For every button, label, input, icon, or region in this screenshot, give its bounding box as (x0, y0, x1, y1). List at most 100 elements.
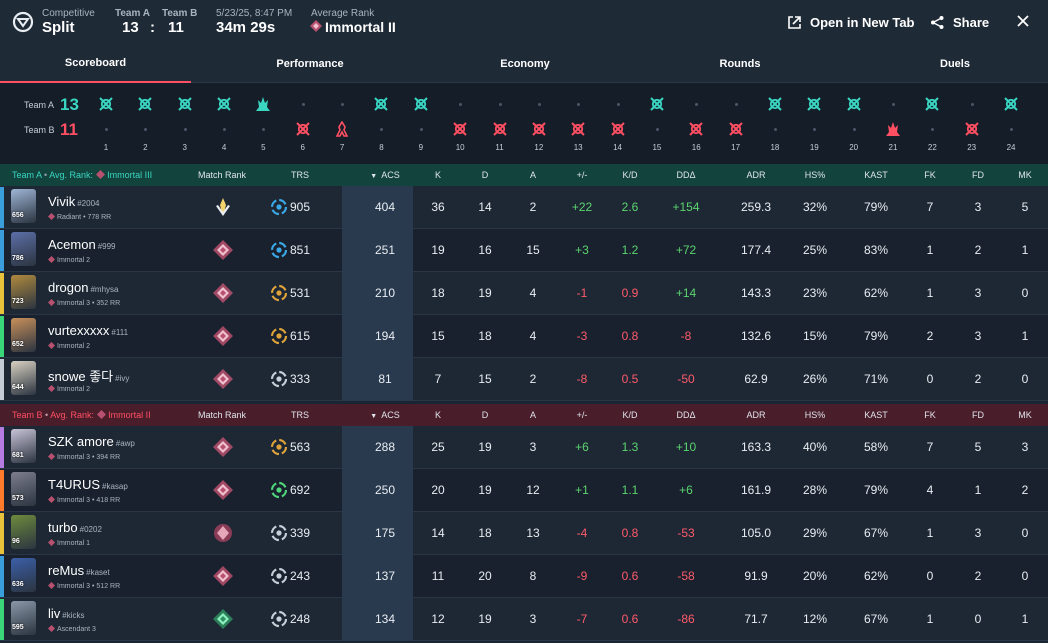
column-header-fk[interactable]: FK (924, 170, 936, 180)
column-header-hs[interactable]: HS% (804, 410, 826, 420)
player-name[interactable]: reMus #kaset (48, 563, 110, 578)
column-header-d[interactable]: D (481, 170, 489, 180)
player-row[interactable]: 652 vurtexxxxx #111 Immortal 2 615 194 15 18 4 -3… (0, 315, 1048, 358)
player-row[interactable]: 644 snowe 좋다 #ivy Immortal 2 333 81 7 15 2 -8 0.5 -… (0, 358, 1048, 401)
column-header-adr[interactable]: ADR (746, 410, 766, 420)
tab-performance[interactable]: Performance (276, 57, 344, 70)
player-tag: #kasap (102, 482, 128, 491)
match-rank-icon (213, 437, 233, 457)
column-header-trs[interactable]: TRS (291, 410, 309, 420)
player-row[interactable]: 595 liv #kicks Ascendant 3 248 134 12 19 3 -7 0.6 -… (0, 598, 1048, 641)
player-name[interactable]: liv #kicks (48, 606, 85, 621)
elim-round-icon[interactable] (492, 121, 508, 137)
player-name[interactable]: drogon #mhysa (48, 280, 119, 295)
stat-dd: -53 (677, 526, 695, 540)
elim-round-icon[interactable] (688, 121, 704, 137)
column-header-dd[interactable]: DDΔ (676, 170, 696, 180)
team-b-label: Team B (162, 8, 198, 19)
player-name[interactable]: turbo #0202 (48, 520, 102, 535)
column-header-[interactable]: +/- (576, 410, 588, 420)
column-header-fd[interactable]: FD (972, 170, 984, 180)
acs-column-highlight (342, 426, 413, 469)
column-header-k-d[interactable]: K/D (622, 410, 638, 420)
column-header-mk[interactable]: MK (1018, 410, 1032, 420)
tab-rounds[interactable]: Rounds (719, 57, 761, 70)
stat-k: 18 (431, 286, 445, 300)
elim-round-icon[interactable] (137, 96, 153, 112)
player-row[interactable]: 681 SZK amore #awp Immortal 3 • 394 RR 563 28… (0, 426, 1048, 469)
player-rank: Immortal 3 • 352 RR (48, 299, 120, 307)
elim-round-icon[interactable] (452, 121, 468, 137)
stat-mk: 0 (1021, 286, 1029, 300)
column-header-dd[interactable]: DDΔ (676, 410, 696, 420)
elim-round-icon[interactable] (373, 96, 389, 112)
elim-round-icon[interactable] (846, 96, 862, 112)
open-in-new-tab-label: Open in New Tab (810, 14, 915, 30)
player-row[interactable]: 723 drogon #mhysa Immortal 3 • 352 RR 531 210… (0, 272, 1048, 315)
column-header-adr[interactable]: ADR (746, 170, 766, 180)
tab-economy[interactable]: Economy (500, 57, 550, 70)
elim-round-icon[interactable] (570, 121, 586, 137)
column-header-hs[interactable]: HS% (804, 170, 826, 180)
share-button[interactable]: Share (930, 12, 989, 32)
elim-round-icon[interactable] (413, 96, 429, 112)
elim-round-icon[interactable] (806, 96, 822, 112)
elim-round-icon[interactable] (216, 96, 232, 112)
trs-tier-icon (270, 438, 288, 456)
stat-hs: 26% (802, 372, 828, 386)
player-name[interactable]: SZK amore #awp (48, 434, 135, 449)
column-header-match-rank[interactable]: Match Rank (197, 170, 247, 180)
column-header-trs[interactable]: TRS (291, 170, 309, 180)
spike-detonate-round-icon[interactable] (885, 121, 901, 137)
defuse-round-icon[interactable] (334, 121, 350, 137)
column-header-fk[interactable]: FK (924, 410, 936, 420)
round-number: 3 (182, 143, 187, 152)
column-header-kast[interactable]: KAST (864, 170, 888, 180)
timeline-team-b-label: Team B (24, 125, 55, 135)
stat-trs: 333 (289, 372, 311, 386)
column-header-[interactable]: +/- (576, 170, 588, 180)
tab-duels[interactable]: Duels (940, 57, 970, 70)
empty-round-dot (223, 128, 227, 131)
elim-round-icon[interactable] (649, 96, 665, 112)
elim-round-icon[interactable] (610, 121, 626, 137)
column-header-fd[interactable]: FD (972, 410, 984, 420)
player-row[interactable]: 656 Vivik #2004 Radiant • 778 RR 905 404 36 14 2… (0, 186, 1048, 229)
player-name[interactable]: Acemon #999 (48, 237, 116, 252)
elim-round-icon[interactable] (98, 96, 114, 112)
player-name[interactable]: T4URUS #kasap (48, 477, 128, 492)
column-header-acs[interactable]: ▼ ACS (370, 170, 400, 180)
column-header-kast[interactable]: KAST (864, 410, 888, 420)
elim-round-icon[interactable] (295, 121, 311, 137)
column-header-k[interactable]: K (434, 410, 441, 420)
spike-detonate-round-icon[interactable] (255, 96, 271, 112)
open-in-new-tab-button[interactable]: Open in New Tab (787, 12, 915, 32)
column-header-k[interactable]: K (434, 170, 441, 180)
tab-scoreboard[interactable]: Scoreboard (0, 44, 191, 83)
player-name[interactable]: vurtexxxxx #111 (48, 323, 129, 338)
elim-round-icon[interactable] (531, 121, 547, 137)
player-row[interactable]: 636 reMus #kaset Immortal 3 • 512 RR 243 137 1… (0, 555, 1048, 598)
column-header-match-rank[interactable]: Match Rank (197, 410, 247, 420)
elim-round-icon[interactable] (1003, 96, 1019, 112)
elim-round-icon[interactable] (177, 96, 193, 112)
column-header-mk[interactable]: MK (1018, 170, 1032, 180)
column-header-acs[interactable]: ▼ ACS (370, 410, 400, 420)
column-header-a[interactable]: A (529, 170, 536, 180)
player-row[interactable]: 573 T4URUS #kasap Immortal 3 • 418 RR 692 250… (0, 469, 1048, 512)
team-b-score: 11 (168, 19, 184, 36)
elim-round-icon[interactable] (924, 96, 940, 112)
close-icon[interactable] (1017, 15, 1029, 27)
elim-round-icon[interactable] (964, 121, 980, 137)
acs-column-highlight (342, 512, 413, 555)
column-header-k-d[interactable]: K/D (622, 170, 638, 180)
player-name[interactable]: Vivik #2004 (48, 194, 100, 209)
player-row[interactable]: 786 Acemon #999 Immortal 2 851 251 19 16 15 +3 1.2… (0, 229, 1048, 272)
player-name[interactable]: snowe 좋다 #ivy (48, 369, 130, 384)
elim-round-icon[interactable] (767, 96, 783, 112)
stat-mk: 0 (1021, 569, 1029, 583)
player-row[interactable]: 96 turbo #0202 Immortal 1 339 175 14 18 13 -4 0.8-… (0, 512, 1048, 555)
elim-round-icon[interactable] (728, 121, 744, 137)
column-header-d[interactable]: D (481, 410, 489, 420)
column-header-a[interactable]: A (529, 410, 536, 420)
